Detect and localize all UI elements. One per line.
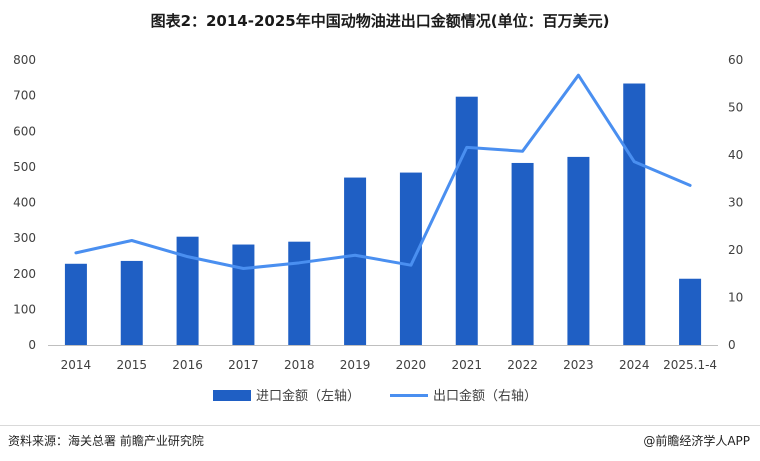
x-tick-label: 2024 (619, 358, 650, 372)
right-axis: 0 10 20 30 40 50 60 (728, 53, 743, 352)
bar-2017 (232, 244, 255, 345)
bar-2016 (176, 236, 199, 345)
right-tick-label: 30 (728, 196, 743, 210)
x-tick-label: 2015 (116, 358, 147, 372)
left-tick-label: 600 (13, 124, 36, 138)
left-tick-label: 700 (13, 89, 36, 103)
left-tick-label: 100 (13, 302, 36, 316)
left-tick-label: 0 (28, 338, 36, 352)
export-line (74, 73, 692, 271)
bar-2025.1-4 (679, 278, 702, 345)
bar-2021 (455, 96, 478, 345)
right-tick-label: 0 (728, 338, 736, 352)
left-tick-label: 200 (13, 267, 36, 281)
bar-2023 (567, 156, 590, 345)
bar-2015 (120, 260, 143, 345)
bar-2024 (623, 83, 646, 345)
x-tick-label: 2017 (228, 358, 259, 372)
left-axis: 0 100 200 300 400 500 600 700 800 (13, 53, 36, 352)
source-note: 资料来源：海关总署 前瞻产业研究院 (8, 434, 204, 448)
brand-label: @前瞻经济学人APP (643, 434, 750, 448)
right-tick-label: 60 (728, 53, 743, 67)
left-tick-label: 800 (13, 53, 36, 67)
x-tick-label: 2014 (61, 358, 92, 372)
footer-divider (0, 425, 760, 426)
x-tick-label: 2021 (451, 358, 482, 372)
legend-swatch-import (213, 390, 251, 401)
bar-2014 (64, 263, 87, 345)
x-tick-label: 2016 (172, 358, 203, 372)
x-tick-label: 2025.1-4 (663, 358, 717, 372)
left-tick-label: 500 (13, 160, 36, 174)
right-tick-label: 20 (728, 243, 743, 257)
bar-2022 (511, 162, 534, 345)
x-tick-label: 2023 (563, 358, 594, 372)
legend: 进口金额（左轴） 出口金额（右轴） (213, 388, 537, 404)
chart-title: 图表2：2014-2025年中国动物油进出口金额情况(单位：百万美元) (150, 12, 610, 30)
x-tick-label: 2019 (340, 358, 371, 372)
x-tick-label: 2018 (284, 358, 315, 372)
left-tick-label: 300 (13, 231, 36, 245)
bar-2018 (288, 241, 311, 345)
x-tick-label: 2022 (507, 358, 538, 372)
bar-2020 (399, 172, 422, 345)
left-tick-label: 400 (13, 196, 36, 210)
right-tick-label: 10 (728, 291, 743, 305)
legend-label-import: 进口金额（左轴） (256, 388, 360, 404)
right-tick-label: 50 (728, 101, 743, 115)
bar-2019 (344, 177, 367, 345)
x-axis: 2014 2015 2016 2017 2018 2019 2020 2021 2022 2023… (61, 358, 717, 372)
right-tick-label: 40 (728, 148, 743, 162)
bar-series (64, 83, 702, 345)
legend-label-export: 出口金额（右轴） (433, 388, 537, 404)
x-tick-label: 2020 (396, 358, 427, 372)
